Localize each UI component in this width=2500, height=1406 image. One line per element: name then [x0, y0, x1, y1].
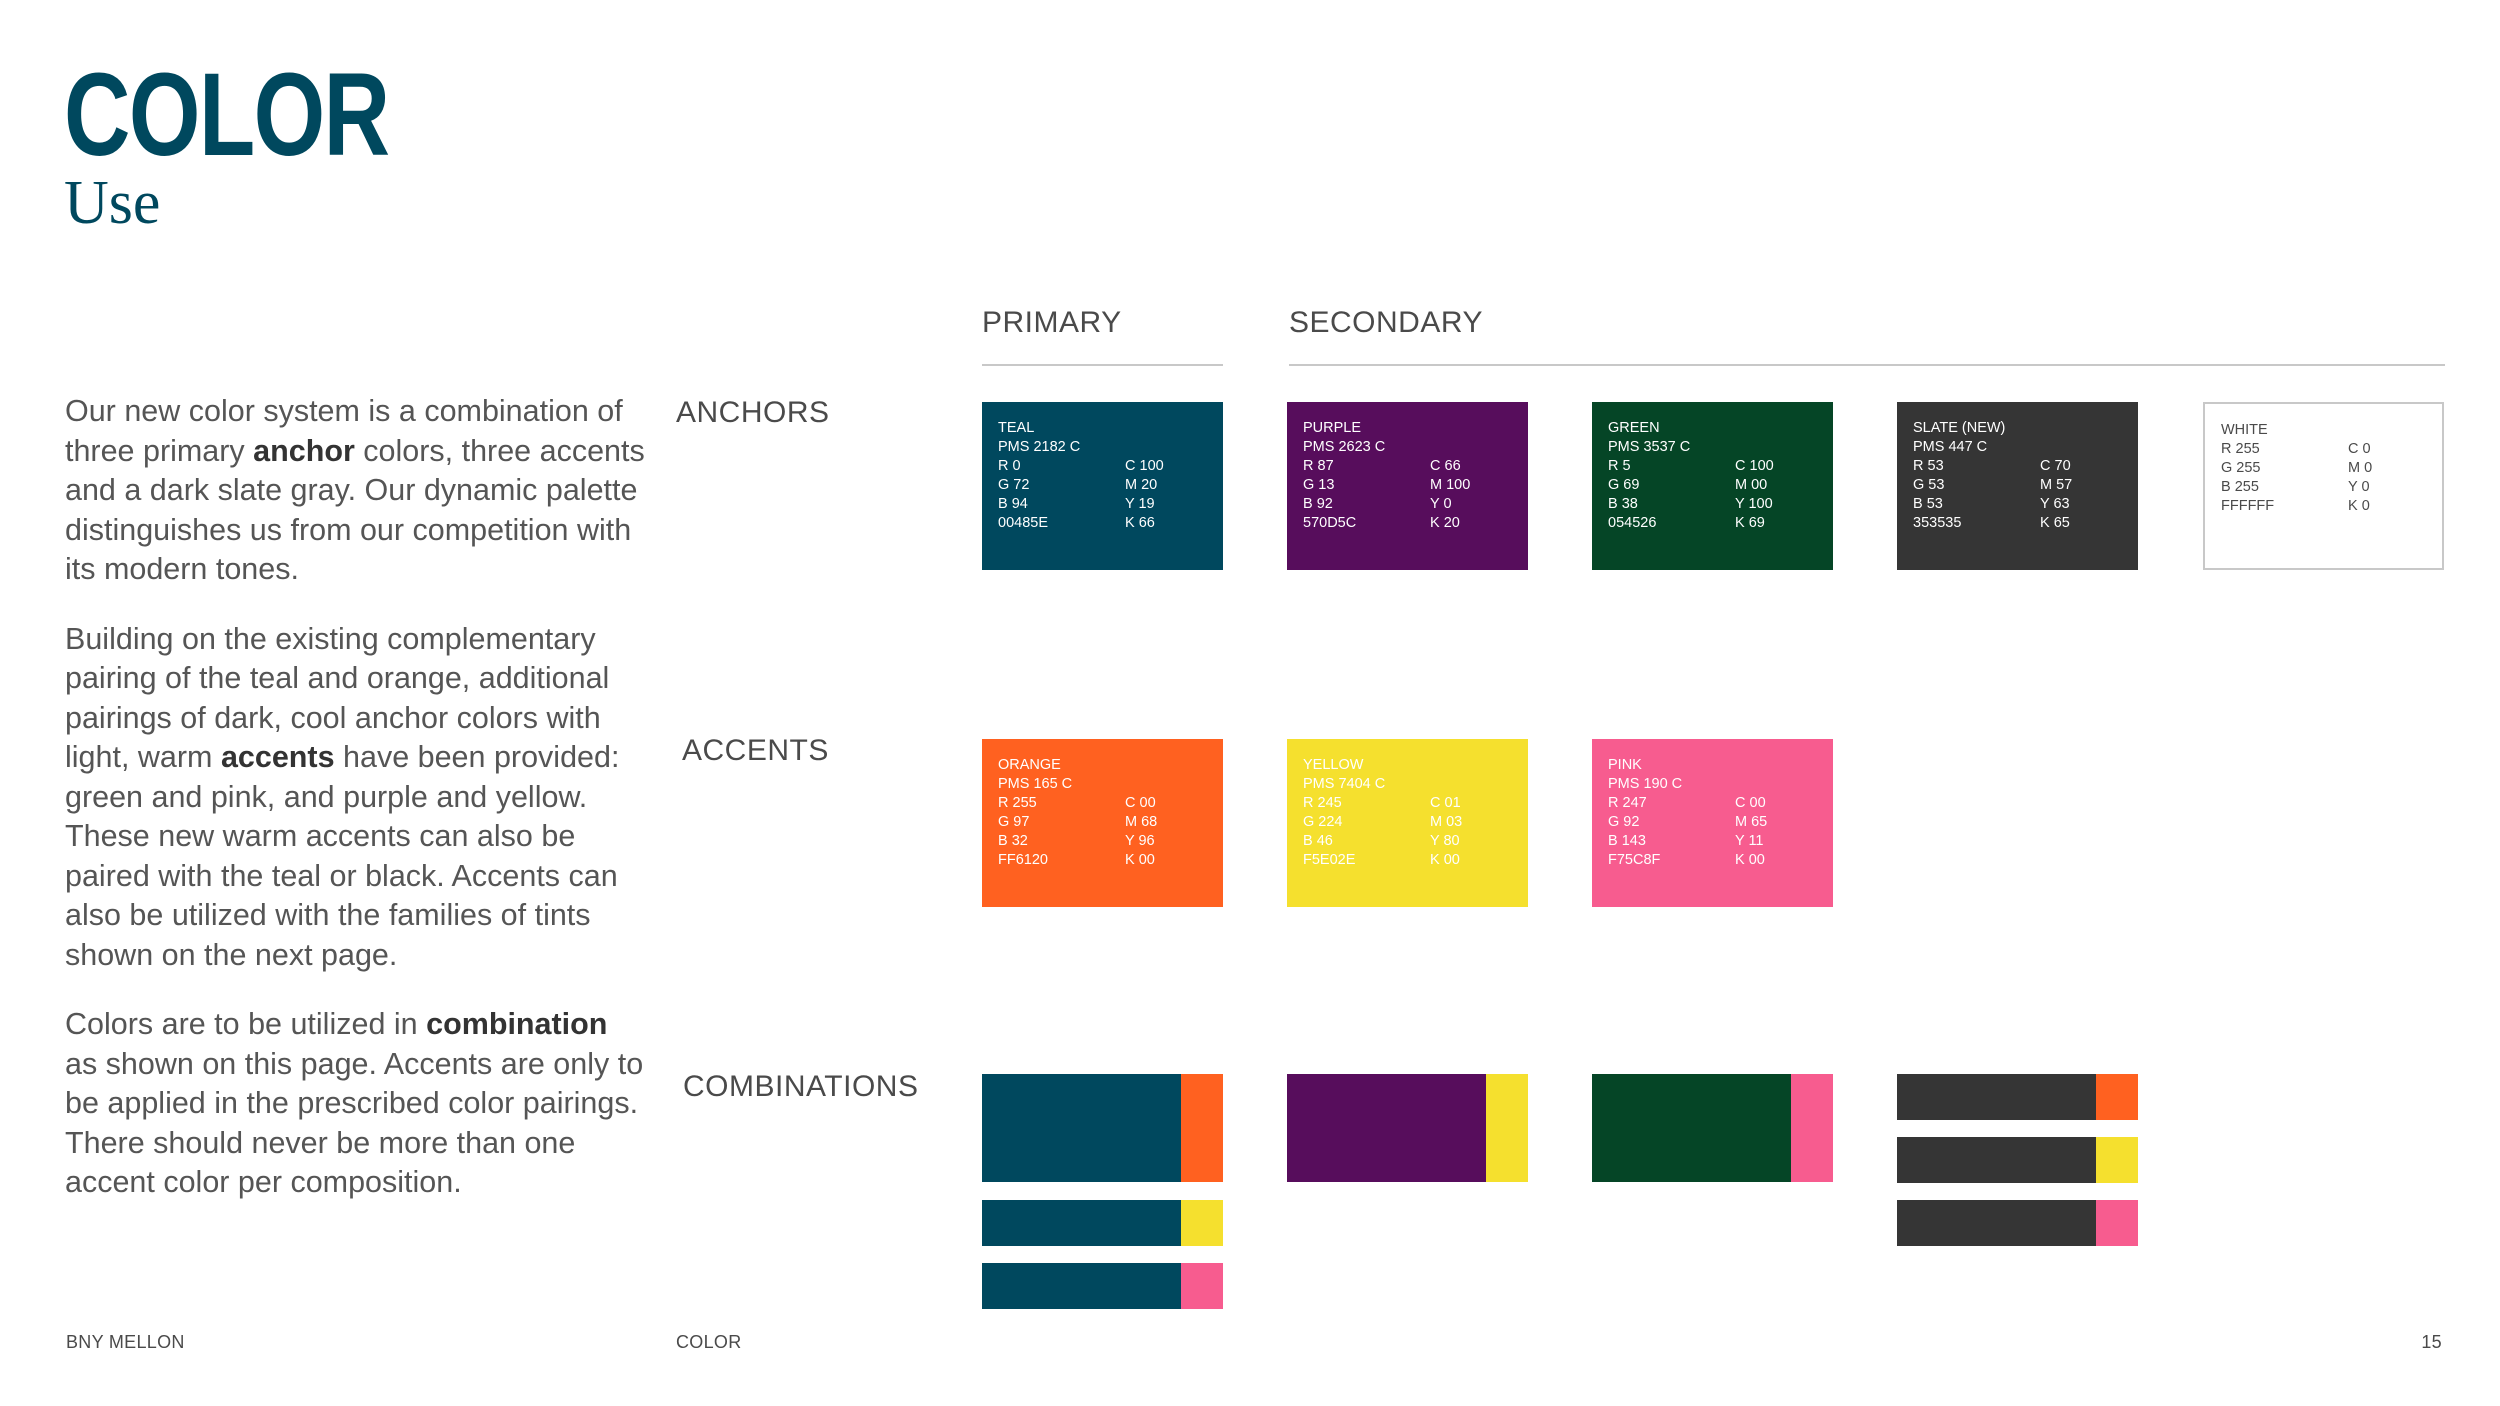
- swatch-yellow: YELLOW PMS 7404 C R 245 C 01 G 224 M 03 B 4…: [1287, 739, 1528, 907]
- swatch-white: WHITE R 255 C 0 G 255 M 0 B 255 Y 0 FFFFFF K…: [2203, 402, 2444, 570]
- combo-anchor-green: [1592, 1074, 1791, 1182]
- combo-anchor-teal: [982, 1263, 1181, 1309]
- combo-anchor-slate: [1897, 1200, 2096, 1246]
- combo-teal-orange: [982, 1074, 1223, 1182]
- combinations-label: COMBINATIONS: [683, 1070, 919, 1103]
- combo-slate-pink: [1897, 1200, 2138, 1246]
- swatch-purple: PURPLE PMS 2623 C R 87 C 66 G 13 M 100 B 92…: [1287, 402, 1528, 570]
- page-title: COLOR: [64, 49, 390, 181]
- page-subtitle: Use: [64, 169, 161, 237]
- footer-brand: BNY MELLON: [66, 1332, 185, 1352]
- combo-anchor-teal: [982, 1200, 1181, 1246]
- combo-purple-yellow: [1287, 1074, 1528, 1182]
- combo-slate-orange: [1897, 1074, 2138, 1120]
- combo-accent-orange: [2096, 1074, 2138, 1120]
- combo-accent-yellow: [1181, 1200, 1223, 1246]
- paragraph-3: Colors are to be utilized in combination…: [65, 1007, 644, 1199]
- swatch-slate: SLATE (NEW) PMS 447 C R 53 C 70 G 53 M 57 B…: [1897, 402, 2138, 570]
- secondary-heading: SECONDARY: [1289, 306, 1483, 339]
- combo-accent-orange: [1181, 1074, 1223, 1182]
- primary-heading: PRIMARY: [982, 306, 1122, 339]
- combo-anchor-purple: [1287, 1074, 1486, 1182]
- secondary-divider: [1289, 364, 2445, 366]
- combo-green-pink: [1592, 1074, 1833, 1182]
- page-number: 15: [2421, 1332, 2442, 1352]
- combo-anchor-slate: [1897, 1137, 2096, 1183]
- combo-accent-yellow: [2096, 1137, 2138, 1183]
- footer-section: COLOR: [676, 1332, 742, 1352]
- swatch-pink: PINK PMS 190 C R 247 C 00 G 92 M 65 B 143 Y …: [1592, 739, 1833, 907]
- combo-anchor-teal: [982, 1074, 1181, 1182]
- anchors-label: ANCHORS: [676, 396, 830, 429]
- combo-teal-pink: [982, 1263, 1223, 1309]
- primary-divider: [982, 364, 1223, 366]
- combo-anchor-slate: [1897, 1074, 2096, 1120]
- combo-accent-pink: [1791, 1074, 1833, 1182]
- combo-accent-pink: [1181, 1263, 1223, 1309]
- accents-label: ACCENTS: [682, 734, 829, 767]
- swatch-orange: ORANGE PMS 165 C R 255 C 00 G 97 M 68 B 32 Y…: [982, 739, 1223, 907]
- paragraph-2: Building on the existing complementary p…: [65, 621, 620, 972]
- combo-teal-yellow: [982, 1200, 1223, 1246]
- combo-accent-yellow: [1486, 1074, 1528, 1182]
- combo-slate-yellow: [1897, 1137, 2138, 1183]
- body-copy: Our new color system is a combination of…: [65, 392, 645, 1233]
- paragraph-1: Our new color system is a combination of…: [65, 394, 645, 586]
- combo-accent-pink: [2096, 1200, 2138, 1246]
